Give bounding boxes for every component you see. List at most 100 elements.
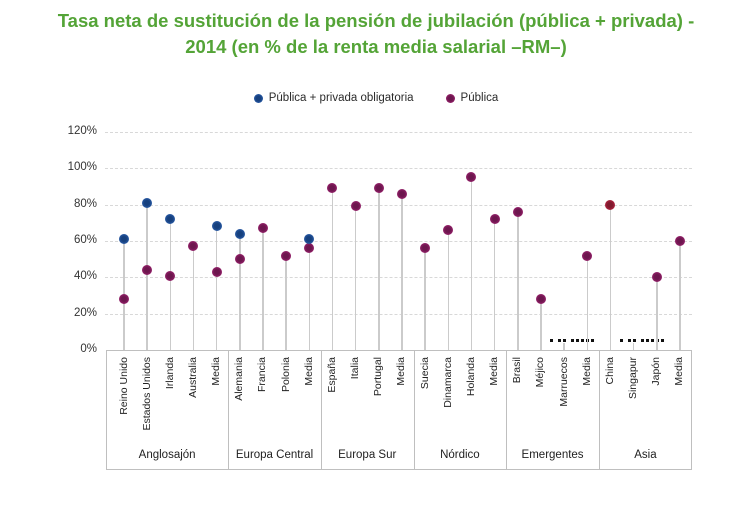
legend-label-publica: Pública bbox=[460, 92, 499, 104]
data-point-publica bbox=[119, 294, 129, 305]
data-point-publica bbox=[466, 172, 477, 183]
legend-item-publica-privada: Pública + privada obligatoria bbox=[253, 92, 414, 104]
legend-dot-magenta-icon bbox=[445, 93, 455, 103]
group-label: Anglosajón bbox=[138, 449, 196, 461]
data-point-publica bbox=[443, 225, 454, 236]
stem bbox=[169, 219, 172, 350]
x-axis-country-label: Francia bbox=[256, 357, 269, 393]
y-tick-label: 0% bbox=[80, 343, 97, 355]
no-data-marks bbox=[660, 339, 664, 342]
gridline bbox=[105, 132, 692, 133]
gridline bbox=[105, 168, 692, 170]
data-point-publica bbox=[489, 214, 500, 225]
group-divider bbox=[228, 350, 230, 470]
no-data-marks bbox=[650, 339, 654, 342]
chart-title: Tasa neta de sustitución de la pensión d… bbox=[10, 8, 742, 60]
chart-title-line2: 2014 (en % de la renta media salarial –R… bbox=[185, 36, 567, 57]
data-point-publica bbox=[396, 188, 407, 199]
no-data-marks bbox=[619, 339, 623, 342]
x-axis-country-label: Suecia bbox=[418, 357, 431, 390]
legend: Pública + privada obligatoria Pública bbox=[0, 92, 752, 104]
stem bbox=[656, 277, 658, 350]
x-axis-country-label: Media bbox=[210, 357, 223, 386]
data-point-publica-privada-obligatoria bbox=[142, 197, 153, 208]
data-point-publica bbox=[420, 243, 431, 254]
x-axis-country-label: Estados Unidos bbox=[140, 357, 153, 431]
x-axis-country-label: Brasil bbox=[511, 357, 524, 384]
data-point-publica-privada-obligatoria bbox=[304, 234, 315, 245]
stem bbox=[285, 255, 287, 350]
x-axis-country-label: Media bbox=[302, 357, 315, 386]
x-axis-country-label: Holanda bbox=[464, 357, 477, 397]
stem bbox=[679, 241, 681, 350]
stem bbox=[563, 343, 565, 350]
stem bbox=[308, 239, 311, 350]
stem bbox=[470, 177, 473, 350]
no-data-marks bbox=[581, 339, 585, 342]
y-tick-label: 120% bbox=[67, 125, 97, 137]
no-data-marks bbox=[632, 339, 636, 342]
stem bbox=[354, 206, 357, 350]
no-data-marks bbox=[571, 339, 575, 342]
stem bbox=[331, 188, 334, 350]
stem bbox=[609, 204, 612, 350]
data-point-publica bbox=[674, 236, 685, 246]
x-axis-country-label: Reino Unido bbox=[117, 357, 130, 415]
x-axis-country-label: Australia bbox=[186, 357, 199, 398]
stem bbox=[540, 299, 542, 350]
stem bbox=[493, 219, 496, 350]
x-axis-box bbox=[106, 350, 692, 470]
no-data-marks bbox=[627, 339, 631, 342]
y-tick-label: 40% bbox=[73, 270, 97, 283]
legend-dot-blue-icon bbox=[253, 93, 263, 103]
gridline bbox=[105, 277, 692, 279]
stem bbox=[192, 246, 195, 350]
stem bbox=[146, 202, 148, 350]
no-data-marks bbox=[576, 339, 580, 342]
group-label: Nórdico bbox=[440, 449, 480, 461]
no-data-marks bbox=[550, 339, 554, 342]
stem bbox=[517, 211, 519, 350]
x-axis-country-label: España bbox=[325, 357, 338, 393]
data-point-publica bbox=[188, 241, 199, 252]
group-divider bbox=[598, 350, 600, 470]
group-label: Asia bbox=[634, 449, 657, 461]
x-axis-country-label: Dinamarca bbox=[441, 357, 454, 408]
x-axis-country-label: Méjico bbox=[534, 357, 547, 388]
x-axis-country-label: Media bbox=[488, 357, 501, 386]
data-point-publica-privada-obligatoria bbox=[119, 234, 129, 245]
y-tick-label: 20% bbox=[73, 306, 97, 319]
data-point-publica bbox=[257, 223, 268, 234]
stem bbox=[424, 248, 426, 350]
data-point-publica-privada-obligatoria bbox=[165, 214, 176, 225]
x-axis-country-label: Japón bbox=[650, 357, 663, 386]
data-point-publica-privada-obligatoria bbox=[234, 228, 245, 239]
data-point-publica bbox=[512, 206, 523, 217]
group-label: Europa Central bbox=[235, 449, 314, 461]
gridline bbox=[105, 241, 692, 242]
x-axis-country-label: Irlanda bbox=[163, 357, 176, 390]
x-axis-country-label: Polonia bbox=[279, 357, 292, 393]
data-point-publica bbox=[211, 266, 222, 277]
stem bbox=[378, 188, 380, 350]
data-point-publica bbox=[327, 183, 338, 194]
stem bbox=[447, 230, 450, 350]
legend-label-publica-privada: Pública + privada obligatoria bbox=[268, 92, 414, 104]
data-point-publica bbox=[373, 183, 384, 194]
data-point-publica bbox=[582, 250, 593, 261]
group-label: Europa Sur bbox=[338, 449, 397, 461]
y-tick-label: 100% bbox=[67, 161, 97, 174]
group-divider bbox=[413, 350, 415, 470]
data-point-publica bbox=[535, 294, 546, 305]
gridline bbox=[105, 313, 692, 315]
x-axis-country-label: Media bbox=[580, 357, 593, 386]
gridline bbox=[105, 204, 692, 206]
data-point-publica bbox=[304, 243, 315, 254]
data-point-publica bbox=[165, 270, 176, 281]
stem bbox=[262, 228, 264, 350]
group-divider bbox=[506, 350, 508, 470]
y-tick-label: 60% bbox=[73, 234, 97, 246]
data-point-publica bbox=[350, 201, 361, 212]
x-axis-country-label: Media bbox=[395, 357, 408, 386]
